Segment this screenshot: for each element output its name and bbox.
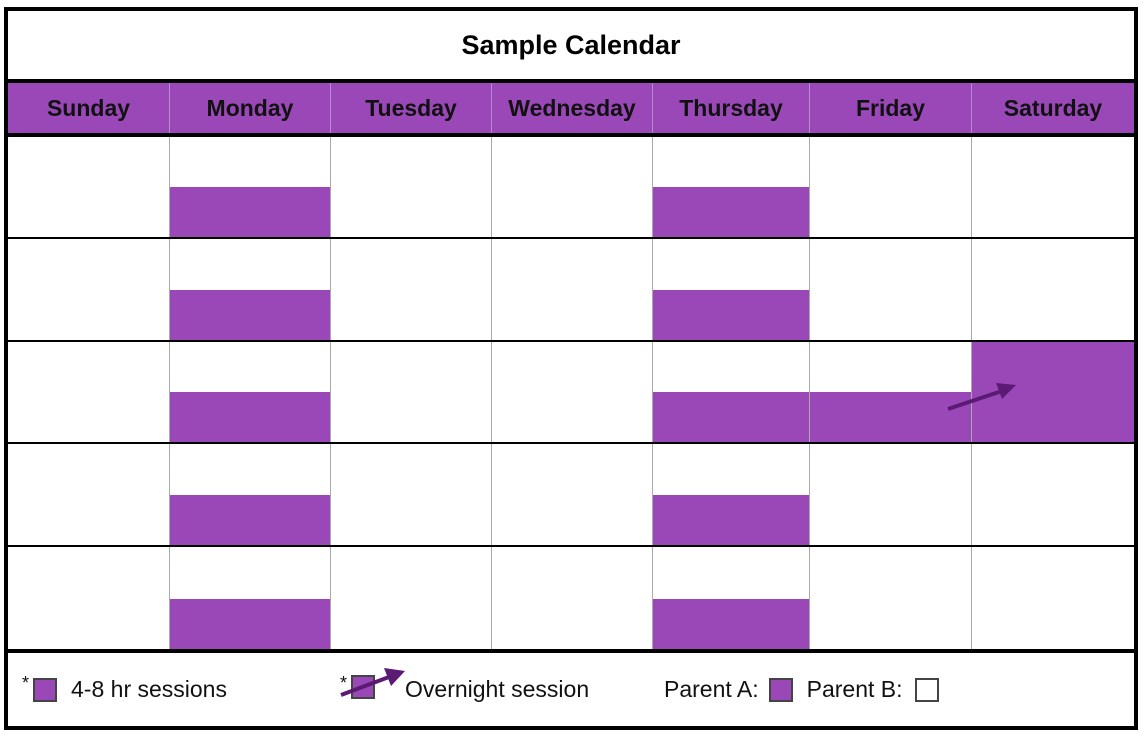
parent-a-swatch — [768, 677, 793, 702]
session-block — [810, 392, 971, 442]
day-cell-thursday — [653, 444, 810, 545]
week-row — [8, 547, 1134, 649]
day-cell-wednesday — [492, 444, 653, 545]
day-cell-saturday — [972, 137, 1134, 237]
day-cell-saturday — [972, 444, 1134, 545]
day-header-monday: Monday — [170, 83, 331, 133]
day-cell-monday — [170, 342, 331, 442]
day-header-saturday: Saturday — [1003, 94, 1103, 121]
day-cell-monday — [170, 239, 331, 340]
day-cell-monday — [170, 547, 331, 649]
session-block — [170, 392, 330, 442]
day-cell-tuesday — [331, 444, 492, 545]
legend-item-parents: Parent A: Parent B: — [664, 653, 939, 726]
day-cell-saturday — [972, 547, 1134, 649]
parent-a-label: Parent A: — [664, 676, 759, 702]
legend-item-overnight: * Overnight session — [340, 653, 589, 726]
session-block — [653, 187, 809, 237]
day-cell-tuesday — [331, 342, 492, 442]
legend-asterisk: * — [340, 673, 348, 693]
day-header-friday: Friday — [810, 83, 972, 133]
calendar-title: Sample Calendar — [461, 29, 681, 60]
session-swatch — [33, 677, 58, 702]
day-cell-tuesday — [331, 547, 492, 649]
overnight-swatch-wrap — [340, 667, 406, 705]
day-cell-sunday — [8, 342, 170, 442]
day-cell-thursday — [653, 239, 810, 340]
day-cell-sunday — [8, 444, 170, 545]
day-cell-friday — [810, 547, 972, 649]
week-row — [8, 239, 1134, 342]
week-row — [8, 444, 1134, 547]
sessions-label: 4-8 hr sessions — [71, 676, 227, 702]
parent-b-swatch — [914, 677, 939, 702]
day-header-tuesday: Tuesday — [331, 83, 492, 133]
day-header-row: Sunday Monday Tuesday Wednesday Thursday Frid… — [8, 83, 1134, 133]
legend-item-sessions: * 4-8 hr sessions — [22, 653, 227, 726]
day-cell-thursday — [653, 547, 810, 649]
session-block — [170, 290, 330, 340]
day-cell-tuesday — [331, 137, 492, 237]
session-block — [653, 392, 809, 442]
day-cell-sunday — [8, 547, 170, 649]
day-header-wednesday: Wednesday — [492, 83, 653, 133]
day-cell-saturday — [972, 239, 1134, 340]
day-header-thursday: Thursday — [653, 83, 810, 133]
overnight-legend-arrow-icon — [340, 667, 406, 697]
header-divider — [8, 133, 1134, 137]
legend-asterisk: * — [22, 673, 30, 693]
day-cell-friday — [810, 137, 972, 237]
week-row — [8, 137, 1134, 239]
day-cell-wednesday — [492, 239, 653, 340]
legend-divider — [8, 649, 1134, 653]
day-cell-monday — [170, 137, 331, 237]
day-cell-wednesday — [492, 547, 653, 649]
day-cell-thursday — [653, 342, 810, 442]
day-cell-friday — [810, 444, 972, 545]
day-cell-sunday — [8, 239, 170, 340]
parent-b-label: Parent B: — [806, 676, 903, 702]
day-cell-tuesday — [331, 239, 492, 340]
session-block — [170, 599, 330, 649]
calendar-frame: Sample Calendar Sunday Monday Tuesday Wedne… — [4, 7, 1138, 730]
legend: * 4-8 hr sessions * Overnight session Pa… — [8, 653, 1134, 726]
session-block — [653, 290, 809, 340]
session-block — [170, 187, 330, 237]
day-cell-monday — [170, 444, 331, 545]
calendar-grid — [8, 137, 1134, 649]
session-block — [653, 495, 809, 545]
overnight-arrow-icon — [947, 383, 1016, 411]
day-cell-thursday — [653, 137, 810, 237]
day-cell-wednesday — [492, 342, 653, 442]
day-header-sunday: Sunday — [8, 83, 170, 133]
day-cell-friday — [810, 239, 972, 340]
session-block — [653, 599, 809, 649]
session-block — [170, 495, 330, 545]
day-cell-sunday — [8, 137, 170, 237]
day-cell-friday — [810, 342, 972, 442]
day-cell-wednesday — [492, 137, 653, 237]
overnight-swatch — [351, 674, 376, 699]
overnight-label: Overnight session — [405, 676, 590, 702]
title-bar: Sample Calendar — [8, 11, 1134, 83]
